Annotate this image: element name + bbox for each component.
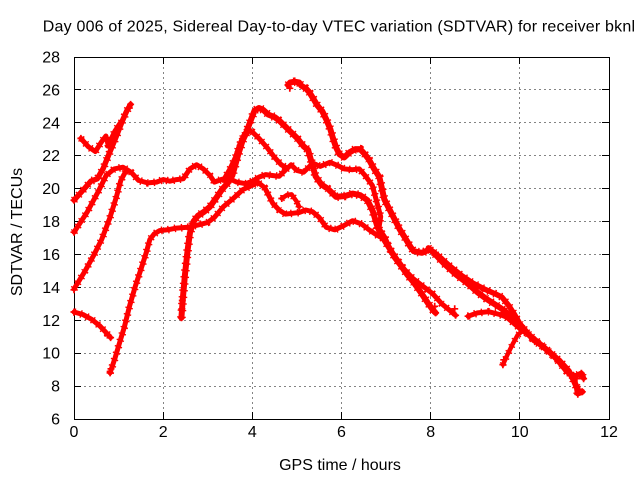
svg-text:8: 8 <box>51 379 60 396</box>
svg-text:8: 8 <box>426 424 435 441</box>
svg-text:0: 0 <box>70 424 79 441</box>
svg-text:2: 2 <box>159 424 168 441</box>
svg-text:26: 26 <box>42 82 60 99</box>
svg-text:GPS time / hours: GPS time / hours <box>279 457 401 474</box>
svg-text:18: 18 <box>42 214 60 231</box>
svg-text:20: 20 <box>42 181 60 198</box>
svg-text:12: 12 <box>42 313 60 330</box>
svg-text:12: 12 <box>600 424 618 441</box>
svg-text:6: 6 <box>51 412 60 429</box>
svg-text:24: 24 <box>42 115 60 132</box>
svg-text:22: 22 <box>42 148 60 165</box>
svg-text:16: 16 <box>42 247 60 264</box>
svg-text:14: 14 <box>42 280 60 297</box>
svg-text:6: 6 <box>337 424 346 441</box>
svg-text:Day 006 of 2025, Sidereal Day-: Day 006 of 2025, Sidereal Day-to-day VTE… <box>43 19 635 36</box>
svg-text:4: 4 <box>248 424 257 441</box>
svg-text:10: 10 <box>511 424 529 441</box>
svg-text:28: 28 <box>42 50 60 67</box>
svg-text:10: 10 <box>42 346 60 363</box>
svg-text:SDTVAR / TECUs: SDTVAR / TECUs <box>9 168 26 296</box>
